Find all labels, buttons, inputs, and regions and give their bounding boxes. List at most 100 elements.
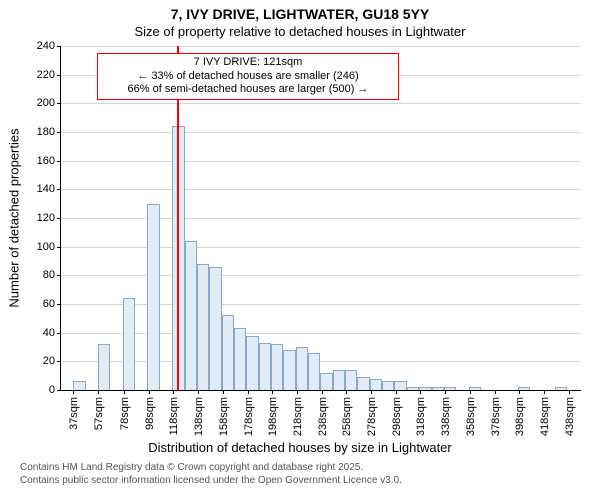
xtick-mark	[248, 390, 249, 394]
histogram-bar	[197, 264, 209, 390]
xtick-label: 278sqm	[364, 397, 378, 436]
histogram-bar	[308, 353, 320, 390]
y-axis-label: Number of detached properties	[7, 128, 22, 307]
xtick-label: 338sqm	[438, 397, 452, 436]
xtick-mark	[420, 390, 421, 394]
ytick-label: 40	[43, 327, 61, 339]
gridline	[61, 103, 581, 104]
histogram-bar	[407, 387, 419, 390]
xtick-label: 378sqm	[488, 397, 502, 436]
xtick-label: 57sqm	[91, 397, 105, 430]
histogram-bar	[382, 381, 394, 390]
xtick-mark	[98, 390, 99, 394]
ytick-label: 60	[43, 298, 61, 310]
xtick-mark	[322, 390, 323, 394]
ytick-label: 140	[37, 183, 61, 195]
histogram-bar	[259, 343, 271, 390]
gridline	[61, 275, 581, 276]
xtick-label: 258sqm	[339, 397, 353, 436]
xtick-label: 418sqm	[537, 397, 551, 436]
xtick-label: 138sqm	[191, 397, 205, 436]
xtick-mark	[371, 390, 372, 394]
xtick-mark	[272, 390, 273, 394]
histogram-bar	[320, 373, 332, 390]
xtick-mark	[124, 390, 125, 394]
gridline	[61, 189, 581, 190]
histogram-bar	[222, 315, 234, 390]
histogram-bar	[271, 344, 283, 390]
histogram-bar	[185, 241, 197, 390]
xtick-mark	[297, 390, 298, 394]
ytick-label: 240	[37, 40, 61, 52]
plot-area: 02040608010012014016018020022024037sqm57…	[60, 46, 581, 391]
xtick-mark	[149, 390, 150, 394]
gridline	[61, 333, 581, 334]
xtick-label: 198sqm	[265, 397, 279, 436]
gridline	[61, 218, 581, 219]
histogram-bar	[345, 370, 357, 390]
histogram-bar	[555, 387, 567, 390]
xtick-mark	[73, 390, 74, 394]
xtick-mark	[470, 390, 471, 394]
xtick-label: 178sqm	[241, 397, 255, 436]
footer-line2: Contains public sector information licen…	[20, 475, 402, 488]
ytick-label: 100	[37, 241, 61, 253]
xtick-mark	[223, 390, 224, 394]
ytick-label: 20	[43, 355, 61, 367]
gridline	[61, 46, 581, 47]
xtick-mark	[519, 390, 520, 394]
xtick-label: 37sqm	[66, 397, 80, 430]
histogram-bar	[234, 328, 246, 390]
histogram-bar	[432, 387, 444, 390]
xtick-label: 118sqm	[166, 397, 180, 435]
ytick-label: 160	[37, 155, 61, 167]
xtick-mark	[173, 390, 174, 394]
xtick-mark	[569, 390, 570, 394]
histogram-bar	[98, 344, 110, 390]
xtick-label: 218sqm	[290, 397, 304, 436]
histogram-bar	[123, 298, 135, 390]
ytick-label: 200	[37, 97, 61, 109]
annotation-line1: 7 IVY DRIVE: 121sqm	[102, 56, 393, 70]
xtick-label: 438sqm	[562, 397, 576, 436]
xtick-mark	[396, 390, 397, 394]
xtick-label: 238sqm	[315, 397, 329, 436]
annotation-line3: 66% of semi-detached houses are larger (…	[102, 83, 393, 97]
ytick-label: 120	[37, 212, 61, 224]
chart-container: { "title": { "main": "7, IVY DRIVE, LIGH…	[0, 0, 600, 500]
xtick-mark	[445, 390, 446, 394]
xtick-mark	[198, 390, 199, 394]
histogram-bar	[147, 204, 159, 390]
histogram-bar	[333, 370, 345, 390]
histogram-bar	[283, 350, 295, 390]
gridline	[61, 161, 581, 162]
gridline	[61, 361, 581, 362]
footer-line1: Contains HM Land Registry data © Crown c…	[20, 462, 402, 475]
ytick-label: 80	[43, 269, 61, 281]
xtick-label: 398sqm	[512, 397, 526, 436]
xtick-label: 78sqm	[117, 397, 131, 430]
xtick-mark	[346, 390, 347, 394]
histogram-bar	[246, 336, 258, 390]
ytick-label: 0	[49, 384, 61, 396]
histogram-bar	[357, 377, 369, 390]
footer-attribution: Contains HM Land Registry data © Crown c…	[20, 462, 402, 487]
histogram-bar	[370, 379, 382, 390]
annotation-box: 7 IVY DRIVE: 121sqm ← 33% of detached ho…	[97, 53, 398, 100]
histogram-bar	[394, 381, 406, 390]
xtick-label: 298sqm	[389, 397, 403, 436]
histogram-bar	[209, 267, 221, 390]
xtick-mark	[495, 390, 496, 394]
xtick-label: 158sqm	[216, 397, 230, 436]
xtick-label: 318sqm	[413, 397, 427, 436]
chart-title-main: 7, IVY DRIVE, LIGHTWATER, GU18 5YY	[0, 6, 600, 22]
histogram-bar	[296, 347, 308, 390]
ytick-label: 180	[37, 126, 61, 138]
x-axis-label: Distribution of detached houses by size …	[0, 440, 600, 455]
gridline	[61, 304, 581, 305]
annotation-line2: ← 33% of detached houses are smaller (24…	[102, 70, 393, 84]
chart-title-sub: Size of property relative to detached ho…	[0, 24, 600, 39]
ytick-label: 220	[37, 69, 61, 81]
xtick-label: 358sqm	[463, 397, 477, 436]
histogram-bar	[73, 381, 85, 390]
